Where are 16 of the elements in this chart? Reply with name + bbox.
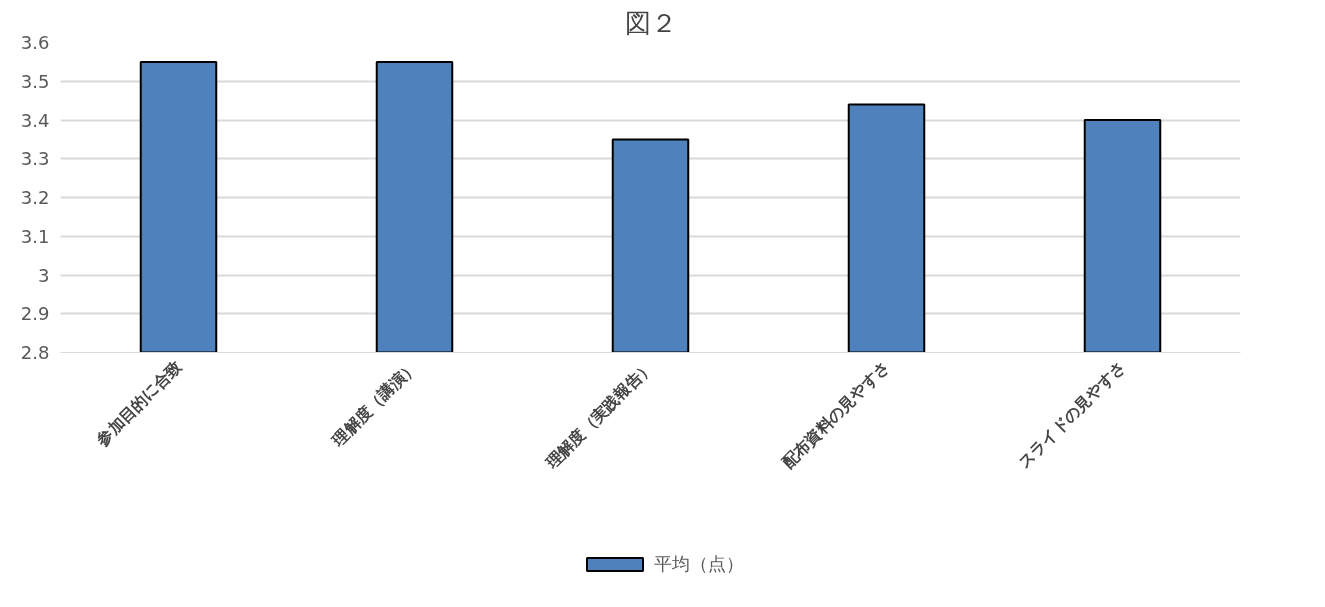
chart-title: 図２ xyxy=(624,7,677,38)
y-tick-label: 3 xyxy=(38,264,50,286)
x-tick-label: 配布資料の見やすさ xyxy=(777,356,894,473)
x-tick-label: スライドの見やすさ xyxy=(1013,356,1130,473)
y-tick-label: 2.9 xyxy=(20,303,50,325)
legend-label: 平均（点） xyxy=(654,552,744,577)
y-tick-label: 2.8 xyxy=(20,342,50,363)
y-tick-label: 3.2 xyxy=(20,187,50,208)
y-tick-label: 3.4 xyxy=(20,109,50,131)
x-tick-label: 参加目的に合致 xyxy=(91,356,186,451)
y-tick-label: 3.6 xyxy=(20,32,50,53)
x-tick-label: 理解度（実践報告） xyxy=(541,356,658,473)
y-tick-label: 3.1 xyxy=(20,225,50,247)
y-tick-label: 3.5 xyxy=(20,70,50,92)
y-tick-label: 3.3 xyxy=(20,148,50,170)
x-tick-label: 理解度（講演） xyxy=(327,356,422,451)
